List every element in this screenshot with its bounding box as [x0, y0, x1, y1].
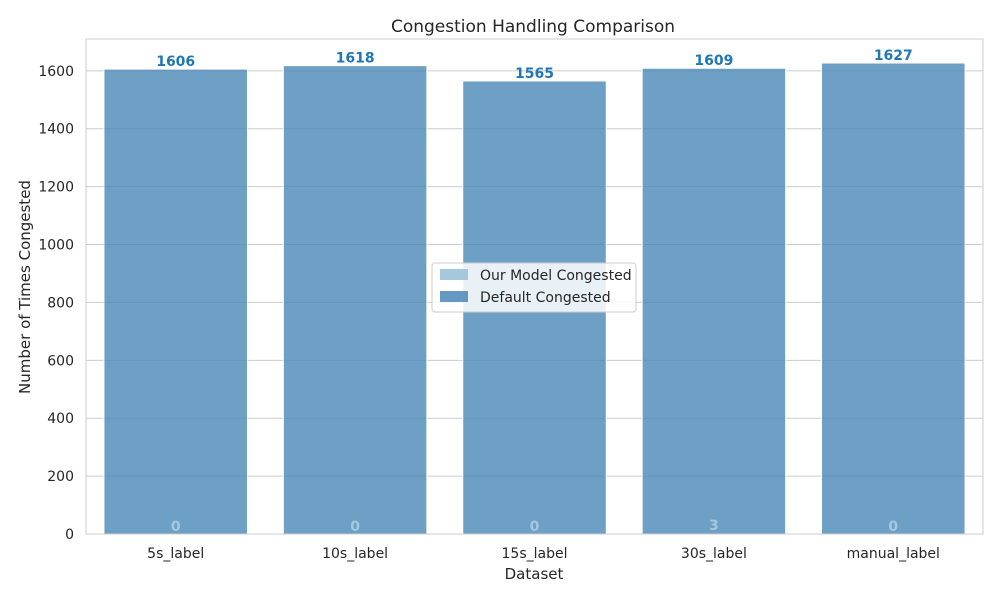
bar-default-10s_label	[282, 65, 428, 535]
y-tick-label: 1000	[38, 238, 74, 254]
x-tick-label: 10s_label	[322, 546, 388, 562]
bar-value-label-default: 1606	[156, 54, 195, 70]
y-tick-label: 0	[65, 527, 74, 543]
x-tick-label: 30s_label	[681, 546, 747, 562]
bar-value-label-our-model: 0	[888, 519, 898, 535]
bar-value-label-default: 1627	[874, 48, 913, 64]
bars-layer	[103, 62, 966, 535]
y-tick-label: 1600	[38, 64, 74, 80]
x-tick-labels: 5s_label 10s_label 15s_label 30s_label manua…	[147, 546, 940, 562]
y-axis-title: Number of Times Congested	[16, 180, 34, 394]
bar-value-label-our-model: 3	[709, 518, 719, 534]
legend-swatch	[440, 269, 468, 280]
bar-value-label-our-model: 0	[171, 519, 181, 535]
y-tick-labels: 0 200 400 600 800 1000 1200 1400 1600	[38, 64, 74, 543]
bar-value-label-default: 1618	[336, 51, 375, 67]
y-tick-label: 1200	[38, 180, 74, 196]
bar-default-5s_label	[103, 68, 248, 535]
legend: Our Model Congested Default Congested	[431, 262, 637, 313]
bar-value-label-default: 1609	[694, 53, 733, 69]
y-tick-label: 200	[47, 469, 74, 485]
plot-frame	[85, 38, 984, 535]
bar-value-label-our-model: 0	[530, 519, 540, 535]
legend-swatch	[440, 291, 468, 302]
x-tick-label: manual_label	[847, 546, 940, 562]
x-tick-label: 5s_label	[147, 546, 204, 562]
legend-label: Our Model Congested	[480, 268, 632, 284]
bar-default-30s_label	[641, 67, 787, 535]
x-axis-title: Dataset	[505, 565, 564, 583]
y-tick-label: 400	[47, 411, 74, 427]
legend-label: Default Congested	[480, 290, 611, 306]
x-tick-label: 15s_label	[502, 546, 568, 562]
legend-box	[431, 262, 637, 313]
bar-value-label-default: 1565	[515, 66, 554, 82]
y-tick-label: 1400	[38, 122, 74, 138]
chart-title: Congestion Handling Comparison	[391, 17, 675, 37]
y-tick-label: 800	[47, 295, 74, 311]
y-tick-label: 600	[47, 353, 74, 369]
bar-labels-layer: 0 1606 0 1618 0 1565 3 1609 0 1627	[156, 48, 913, 535]
bar-default-manual_label	[821, 62, 966, 535]
bar-value-label-our-model: 0	[350, 519, 360, 535]
